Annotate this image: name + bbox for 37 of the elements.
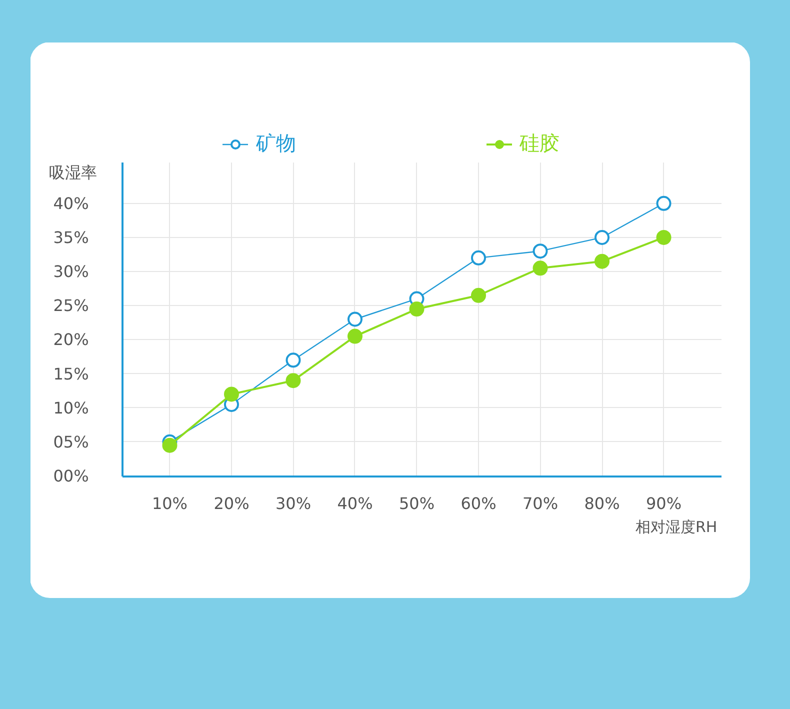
point bbox=[471, 250, 486, 266]
point bbox=[532, 260, 548, 276]
x-tick-label: 10% bbox=[152, 494, 188, 513]
y-tick-label: 40% bbox=[53, 194, 89, 213]
legend-label: 硅胶 bbox=[520, 130, 560, 157]
point bbox=[347, 328, 362, 344]
point bbox=[471, 288, 486, 303]
point bbox=[162, 438, 178, 453]
x-tick-label: 30% bbox=[275, 494, 312, 513]
y-tick-label: 10% bbox=[53, 398, 89, 418]
x-axis-title: 相对湿度RH bbox=[636, 518, 718, 536]
point bbox=[594, 254, 610, 269]
x-tick-label: 60% bbox=[460, 494, 496, 513]
y-tick-label: 35% bbox=[53, 228, 89, 247]
legend-label: 矿物 bbox=[256, 130, 296, 157]
x-tick-label: 50% bbox=[398, 494, 435, 513]
y-tick-label: 15% bbox=[53, 364, 89, 384]
point bbox=[286, 373, 301, 388]
y-tick-label: 20% bbox=[53, 330, 89, 350]
y-tick-label: 05% bbox=[53, 432, 89, 452]
point bbox=[224, 386, 239, 402]
x-tick-label: 40% bbox=[337, 494, 373, 513]
point bbox=[286, 352, 301, 368]
point bbox=[409, 302, 424, 317]
x-tick-label: 80% bbox=[584, 494, 620, 513]
point bbox=[656, 230, 672, 245]
x-tick-label: 90% bbox=[646, 494, 682, 513]
y-tick-label: 25% bbox=[53, 296, 89, 316]
x-tick-label: 20% bbox=[214, 494, 250, 513]
point bbox=[594, 230, 610, 245]
point bbox=[656, 196, 672, 211]
y-tick-label: 30% bbox=[53, 262, 89, 282]
point bbox=[347, 312, 362, 327]
y-axis-title: 吸湿率 bbox=[48, 163, 97, 182]
point bbox=[532, 244, 548, 259]
y-tick-label: 00% bbox=[53, 466, 89, 486]
x-tick-label: 70% bbox=[522, 494, 558, 513]
